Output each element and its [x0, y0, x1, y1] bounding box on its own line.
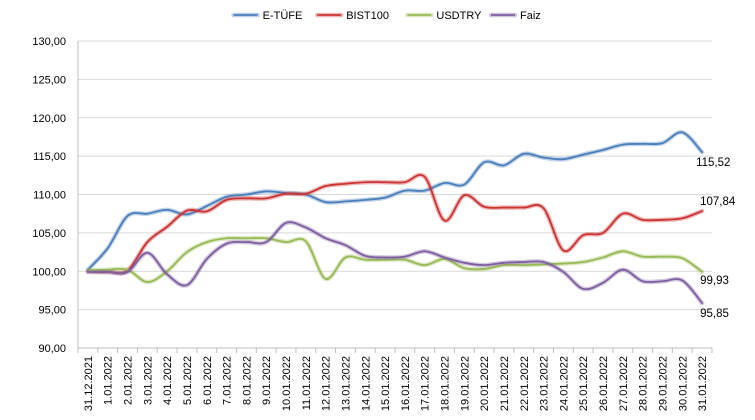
x-tick-label: 9.01.2022 [261, 356, 273, 405]
x-tick-label: 20.01.2022 [479, 356, 491, 411]
y-tick-label: 110,00 [33, 190, 66, 202]
legend-item-usdtry: USDTRY [405, 10, 482, 22]
x-tick-label: 25.01.2022 [578, 356, 590, 411]
legend-item-faiz: Faiz [488, 10, 541, 22]
x-tick-label: 31.01.2022 [697, 356, 709, 411]
x-tick-label: 8.01.2022 [241, 356, 253, 405]
x-tick-label: 30.01.2022 [677, 356, 689, 411]
x-tick-label: 11.01.2022 [301, 356, 313, 410]
y-tick-label: 105,00 [32, 228, 66, 240]
y-tick-label: 95,00 [38, 305, 66, 317]
x-tick-label: 14.01.2022 [360, 356, 372, 411]
x-tick-label: 1.01.2022 [103, 356, 115, 405]
x-tick-label: 18.01.2022 [440, 356, 452, 411]
y-tick-label: 115,00 [33, 151, 66, 163]
x-tick-label: 27.01.2022 [618, 356, 630, 411]
x-tick-label: 19.01.2022 [459, 356, 471, 411]
x-tick-label: 2.01.2022 [123, 356, 135, 405]
x-tick-label: 29.01.2022 [657, 356, 669, 411]
x-tick-label: 26.01.2022 [598, 356, 610, 411]
x-tick-label: 7.01.2022 [222, 356, 234, 405]
legend-item-e-t-fe: E-TÜFE [231, 10, 303, 22]
legend-label: USDTRY [436, 10, 482, 22]
end-label-bist100: 107,84 [700, 196, 736, 208]
x-tick-label: 15.01.2022 [380, 356, 392, 411]
legend-label: E-TÜFE [263, 10, 303, 22]
y-tick-label: 100,00 [32, 266, 66, 278]
x-tick-label: 3.01.2022 [142, 356, 154, 405]
axes [77, 41, 713, 353]
legend-label: Faiz [520, 10, 541, 22]
x-tick-label: 13.01.2022 [340, 356, 352, 411]
x-tick-label: 5.01.2022 [182, 356, 194, 405]
end-value-labels: 115,52 107,84 99,93 95,85 [696, 157, 736, 320]
x-tick-label: 17.01.2022 [420, 356, 432, 411]
end-label-usdtry: 99,93 [700, 275, 729, 287]
series-halo-faiz [85, 219, 705, 306]
series-line-faiz [87, 221, 703, 304]
x-tick-label: 21.01.2022 [499, 356, 511, 411]
x-tick-label: 23.01.2022 [539, 356, 551, 411]
x-tick-label: 10.01.2022 [281, 356, 293, 411]
x-tick-label: 24.01.2022 [558, 356, 570, 411]
end-label-faiz: 95,85 [700, 308, 729, 320]
x-tick-label: 22.01.2022 [519, 356, 531, 411]
legend: E-TÜFE BIST100 USDTRY Faiz [231, 10, 541, 22]
y-tick-label: 120,00 [32, 113, 66, 125]
series-line-usdtry [87, 237, 703, 283]
x-tick-label: 12.01.2022 [321, 356, 333, 411]
y-tick-labels: 90,00 95,00 100,00 105,00 110,00 115,00 120,00… [32, 36, 66, 355]
end-label-e-t-fe: 115,52 [696, 157, 730, 169]
y-tick-label: 130,00 [32, 36, 66, 48]
series-line-bist100 [87, 173, 703, 275]
series-halo-e-t-fe [85, 130, 705, 272]
legend-label: BIST100 [346, 10, 389, 22]
x-tick-label: 6.01.2022 [202, 356, 214, 405]
series-lines [85, 130, 705, 306]
y-tick-label: 90,00 [38, 343, 66, 355]
x-tick-label: 31.12.2021 [83, 356, 95, 411]
x-tick-label: 4.01.2022 [162, 356, 174, 405]
x-tick-labels: 31.12.2021 1.01.2022 2.01.2022 3.01.2022 4.0… [83, 356, 709, 411]
legend-item-bist100: BIST100 [314, 10, 389, 22]
series-line-e-t-fe [87, 131, 703, 271]
x-tick-label: 28.01.2022 [638, 356, 650, 411]
y-tick-label: 125,00 [32, 74, 66, 86]
x-tick-label: 16.01.2022 [400, 356, 412, 411]
